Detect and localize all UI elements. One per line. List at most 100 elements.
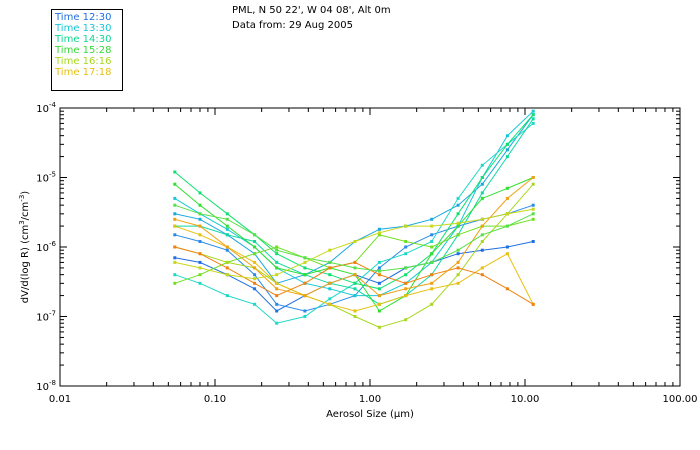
data-point: [505, 196, 509, 200]
data-point: [430, 260, 434, 264]
y-tick-exp: -7: [49, 310, 56, 318]
data-point: [456, 273, 460, 277]
y-axis: 10-810-710-610-510-4: [36, 101, 680, 393]
data-point: [253, 252, 257, 256]
data-point: [404, 294, 408, 298]
data-point: [173, 273, 177, 277]
legend-item: Time 13:30: [55, 23, 112, 34]
data-point: [225, 260, 229, 264]
data-point: [353, 266, 357, 270]
data-point: [275, 260, 279, 264]
data-point: [353, 240, 357, 243]
data-point: [353, 281, 357, 285]
data-point: [225, 245, 229, 249]
data-point: [456, 266, 460, 270]
data-point: [328, 260, 332, 264]
data-point: [275, 302, 279, 306]
data-point: [505, 134, 509, 138]
data-point: [377, 302, 381, 306]
data-point: [480, 224, 484, 228]
data-point: [404, 266, 408, 270]
data-point: [173, 217, 177, 221]
data-point: [198, 273, 202, 277]
x-axis-label: Aerosol Size (μm): [326, 409, 414, 420]
data-point: [456, 203, 460, 207]
data-point: [430, 302, 434, 306]
data-point: [377, 273, 381, 277]
data-point: [456, 233, 460, 237]
x-tick-label: 0.01: [49, 394, 71, 405]
data-point: [430, 224, 434, 228]
data-point: [531, 207, 535, 211]
data-point: [328, 273, 332, 277]
data-point: [377, 294, 381, 298]
series-line: [174, 123, 534, 324]
data-point: [377, 260, 381, 264]
data-point: [275, 309, 279, 313]
data-point: [480, 176, 484, 179]
data-point: [531, 302, 535, 306]
data-point: [377, 309, 381, 313]
legend-item: Time 17:18: [55, 67, 112, 78]
data-point: [173, 233, 177, 237]
data-point: [173, 281, 177, 285]
data-point: [480, 233, 484, 237]
data-point: [198, 260, 202, 264]
data-point: [377, 269, 381, 273]
data-point: [456, 212, 460, 216]
data-point: [505, 186, 509, 190]
y-tick-base: 10: [36, 382, 49, 393]
data-point: [328, 281, 332, 285]
data-point: [173, 224, 177, 228]
data-point: [456, 248, 460, 252]
data-point: [531, 176, 535, 179]
data-point: [303, 309, 307, 313]
data-point: [430, 273, 434, 277]
data-point: [225, 217, 229, 221]
series-line: [174, 118, 534, 305]
data-point: [303, 266, 307, 270]
data-point: [328, 266, 332, 270]
legend: Time 12:30 Time 13:30 Time 14:30 Time 15…: [51, 9, 123, 91]
data-point: [173, 196, 177, 200]
data-point: [531, 109, 535, 113]
x-axis: 0.01 0.10 1.00 10.00 100.00: [49, 108, 698, 405]
data-point: [275, 248, 279, 252]
date-info: Data from: 29 Aug 2005: [232, 20, 353, 31]
data-point: [253, 277, 257, 281]
data-point: [377, 325, 381, 329]
data-point: [404, 252, 408, 256]
data-point: [456, 196, 460, 200]
data-point: [377, 231, 381, 235]
data-point: [531, 182, 535, 186]
legend-item: Time 14:30: [55, 34, 112, 45]
data-point: [430, 281, 434, 285]
data-point: [456, 281, 460, 285]
data-point: [328, 287, 332, 291]
legend-item: Time 16:16: [55, 56, 112, 67]
y-tick-label: 10-8: [36, 379, 56, 393]
data-point: [198, 266, 202, 270]
data-point: [198, 203, 202, 207]
data-point: [198, 233, 202, 237]
data-point: [275, 321, 279, 325]
data-point: [225, 273, 229, 277]
data-point: [430, 252, 434, 256]
data-point: [505, 252, 509, 256]
data-point: [275, 252, 279, 256]
x-tick-label: 100.00: [663, 394, 698, 405]
y-axis-label: dV/d(log R) (cm3/cm-3): [18, 191, 31, 303]
x-tick-label: 1.00: [359, 394, 381, 405]
data-point: [505, 142, 509, 146]
data-point: [456, 252, 460, 256]
data-point: [253, 281, 257, 285]
x-tick-label: 10.00: [511, 394, 540, 405]
data-point: [328, 302, 332, 306]
data-point: [303, 315, 307, 318]
data-point: [480, 217, 484, 221]
y-tick-exp: -4: [49, 101, 57, 109]
data-point: [173, 245, 177, 249]
data-point: [275, 266, 279, 270]
y-tick-exp: -8: [49, 379, 56, 387]
